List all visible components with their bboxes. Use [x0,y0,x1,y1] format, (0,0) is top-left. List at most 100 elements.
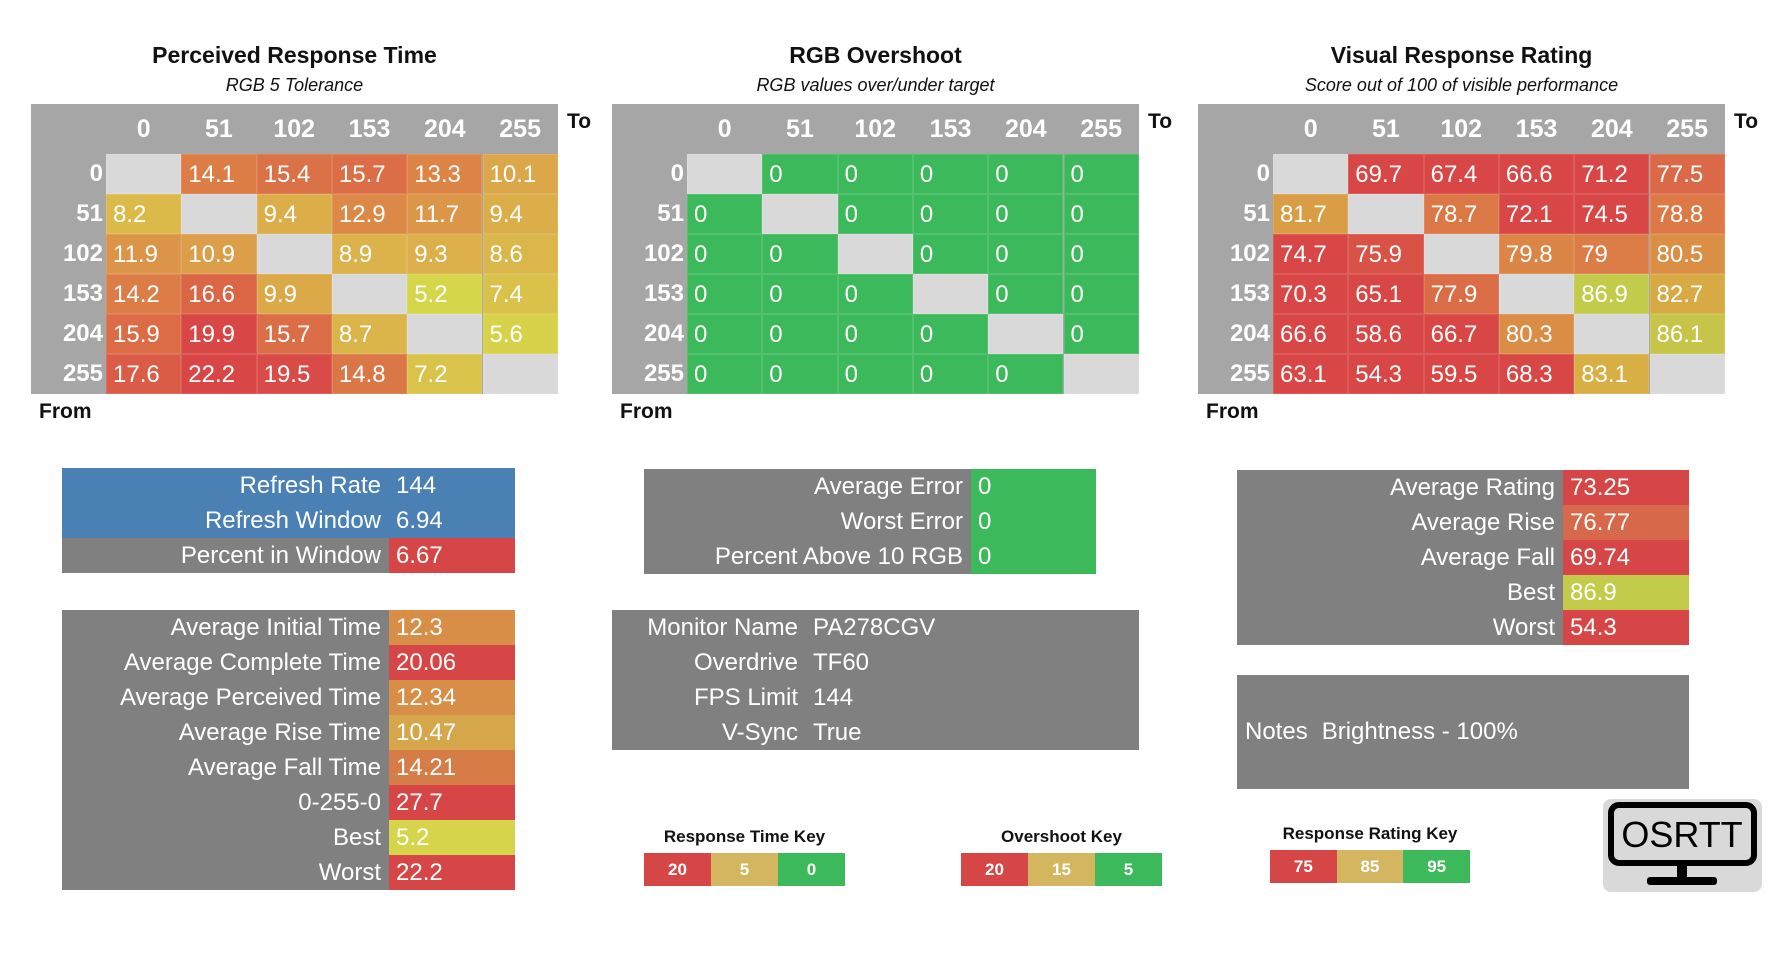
heatmap-cell: 10.9 [181,234,257,274]
stat-row: Average Fall Time 14.21 [62,750,515,785]
heatmap-cell: 0 [1063,274,1139,314]
row-header: 255 [62,360,103,387]
diagonal-cell [988,314,1064,354]
stat-label: Average Perceived Time [119,684,381,711]
column-header: 0 [717,115,732,143]
stat-label: Worst [318,859,381,886]
stat-row: Worst 54.3 [1237,610,1689,645]
diagonal-cell [106,154,182,194]
heatmap-cell: 80.5 [1649,234,1725,274]
heatmap-cell: 0 [762,234,838,274]
heatmap-cell: 15.7 [331,154,408,194]
stat-row: Best 5.2 [62,820,515,855]
heatmap-cell: 66.6 [1273,314,1349,354]
row-header: 204 [1229,320,1270,347]
stat-row: V-Sync True [612,715,1139,750]
stat-row: Average Fall 69.74 [1237,540,1689,575]
stat-row: 0-255-0 27.7 [62,785,515,820]
heatmap-cell: 14.1 [181,154,257,194]
diagonal-cell [837,234,913,274]
stat-value: 6.67 [389,538,515,573]
stat-row: Average Perceived Time 12.34 [62,680,515,715]
stat-label: Percent in Window [62,538,389,573]
stat-label: Average Complete Time [123,649,381,676]
response-title: Perceived Response Time [152,42,437,68]
heatmap-cell: 83.1 [1574,354,1650,394]
heatmap-cell: 16.6 [181,274,257,314]
from-axis-label: From [1206,400,1259,423]
column-header: 102 [854,115,897,143]
stat-row: Average Initial Time 12.3 [62,610,515,645]
overshoot-stats-panel: Average Error 0 Worst Error 0 Percent Above … [644,469,1096,574]
diagonal-cell [482,354,558,394]
column-header: 204 [1590,115,1633,143]
heatmap-cell: 15.7 [256,314,332,354]
stat-row: Average Rise Time 10.47 [62,715,515,750]
refresh-stats-panel: Refresh Rate 144 Refresh Window 6.94 Percent… [62,468,515,573]
key-swatch: 95 [1403,850,1471,883]
stat-label: Refresh Rate [62,468,389,503]
key-title: Overshoot Key [1001,827,1122,846]
heatmap-cell: 8.6 [482,234,558,274]
stat-value: 27.7 [389,785,515,820]
heatmap-cell: 70.3 [1273,274,1349,314]
diagonal-cell [762,194,838,234]
heatmap-cell: 9.9 [256,274,332,314]
column-header: 102 [273,115,316,143]
heatmap-cell: 0 [762,274,838,314]
heatmap-cell: 0 [912,234,989,274]
heatmap-cell: 0 [988,354,1064,394]
stat-label: Best [1506,579,1555,606]
overshoot-heatmap: 0 51 102 153 204 255 0 0 0 0 0 0 51 0 0 0 0 0 102 0 0 0 0 0 153 0… [612,104,1139,394]
heatmap-cell: 67.4 [1423,154,1499,194]
response-heatmap: 0 51 102 153 204 255 0 14.1 15.4 15.7 13.3 10.1 51 8.… [31,104,558,394]
stat-value: 54.3 [1563,610,1689,645]
row-header: 0 [1256,160,1270,187]
row-header: 51 [76,200,103,227]
stat-label: Monitor Name [647,614,798,641]
legend-key: Overshoot Key 20 15 5 [961,827,1162,886]
stat-value: True [813,719,862,746]
diagonal-cell [687,154,763,194]
heatmap-cell: 9.4 [482,194,558,234]
column-header: 204 [423,115,466,143]
heatmap-cell: 0 [837,194,913,234]
stat-value: 0 [971,469,1096,504]
stat-label: Average Rise Time [178,719,381,746]
heatmap-cell: 0 [988,194,1064,234]
heatmap-cell: 0 [837,274,913,314]
stat-label: V-Sync [721,719,798,746]
heatmap-cell: 7.4 [482,274,558,314]
heatmap-cell: 22.2 [181,354,257,394]
from-axis-label: From [39,400,92,423]
heatmap-cell: 0 [762,354,838,394]
row-header: 153 [1229,280,1270,307]
stat-row: Refresh Rate 144 [62,468,515,503]
stat-value: 0 [971,539,1096,574]
row-header: 153 [643,280,684,307]
heatmap-cell: 0 [762,314,838,354]
column-header: 153 [929,115,972,143]
row-header: 204 [62,320,103,347]
time-stats-panel: Average Initial Time 12.3 Average Complete… [62,610,515,890]
heatmap-cell: 10.1 [482,154,558,194]
key-swatch: 0 [778,853,845,886]
row-header: 51 [657,200,684,227]
diagonal-cell [181,194,257,234]
heatmap-cell: 0 [687,314,763,354]
heatmap-cell: 0 [912,154,989,194]
stat-label: Worst Error [840,508,963,535]
heatmap-cell: 11.9 [106,234,182,274]
heatmap-cell: 86.9 [1574,274,1650,314]
heatmap-cell: 79.8 [1498,234,1575,274]
key-swatch: 15 [1028,853,1095,886]
stat-label: Average Rise [1411,509,1555,536]
heatmap-cell: 0 [762,154,838,194]
heatmap-cell: 0 [912,354,989,394]
column-header: 153 [1515,115,1558,143]
stat-label: Average Rating [1390,474,1555,501]
notes-value: Brightness - 100% [1321,718,1518,745]
heatmap-cell: 19.5 [256,354,332,394]
rating-stats-panel: Average Rating 73.25 Average Rise 76.77 Aver… [1237,470,1689,645]
